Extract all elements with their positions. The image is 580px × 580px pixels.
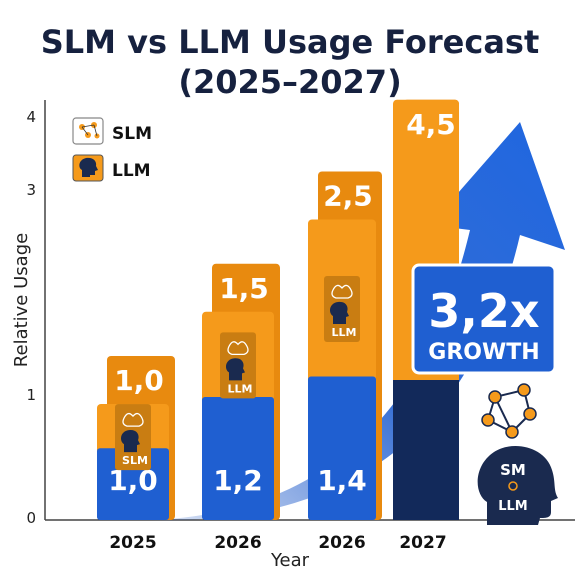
x-axis-title: Year (270, 550, 310, 571)
legend-label-slm: SLM (112, 124, 152, 144)
x-tick-label: 2026 (318, 533, 365, 553)
y-tick-label: 3 (26, 181, 36, 199)
head-icon (226, 358, 245, 381)
head-icon (121, 430, 140, 453)
bar-icon-label: SLM (122, 454, 148, 467)
head-icon (79, 157, 98, 177)
slm-value-label: 1,4 (317, 464, 367, 497)
legend-label-llm: LLM (112, 161, 151, 181)
llm-value-label: 1,5 (219, 272, 269, 305)
growth-arrow (150, 122, 565, 521)
cloud-icon (331, 284, 353, 299)
dark-bar-base (393, 380, 459, 520)
y-axis-title: Relative Usage (11, 233, 32, 367)
network-icon (481, 383, 537, 439)
head-icon: SM LLM (477, 446, 558, 525)
y-tick-label: 1 (26, 386, 36, 404)
x-tick-label: 2027 (399, 533, 446, 553)
callout-value: 3,2x (428, 284, 539, 338)
slm-bar (308, 376, 376, 520)
y-tick-label: 4 (26, 108, 36, 126)
llm-value-label: 4,5 (406, 108, 456, 141)
bar-icon-label: LLM (228, 382, 253, 395)
badge-text-top: SM (500, 461, 526, 479)
slm-bar (202, 397, 274, 520)
cloud-icon (122, 412, 144, 427)
legend: SLM LLM (72, 117, 152, 182)
y-tick-label: 0 (26, 509, 36, 527)
growth-callout: 3,2x GROWTH (411, 263, 557, 375)
llm-value-label: 2,5 (323, 180, 373, 213)
bar-icon-label: LLM (332, 326, 357, 339)
x-tick-label: 2025 (109, 533, 156, 553)
legend-item-llm: LLM (72, 154, 151, 182)
slm-value-label: 1,2 (213, 464, 263, 497)
bars-group: 1,01,0SLM20251,51,2LLM20262,51,4LLM20264… (97, 99, 459, 553)
cloud-icon (227, 341, 249, 356)
head-icon (330, 301, 349, 324)
chart-subtitle: (2025–2027) (178, 63, 401, 101)
llm-value-label: 1,0 (114, 364, 164, 397)
network-icon (79, 122, 100, 139)
x-tick-label: 2026 (214, 533, 261, 553)
legend-item-slm: SLM (72, 117, 152, 145)
badge-text-bottom: LLM (498, 499, 528, 514)
chart-title: SLM vs LLM Usage Forecast (41, 23, 540, 61)
callout-label: GROWTH (428, 340, 539, 365)
